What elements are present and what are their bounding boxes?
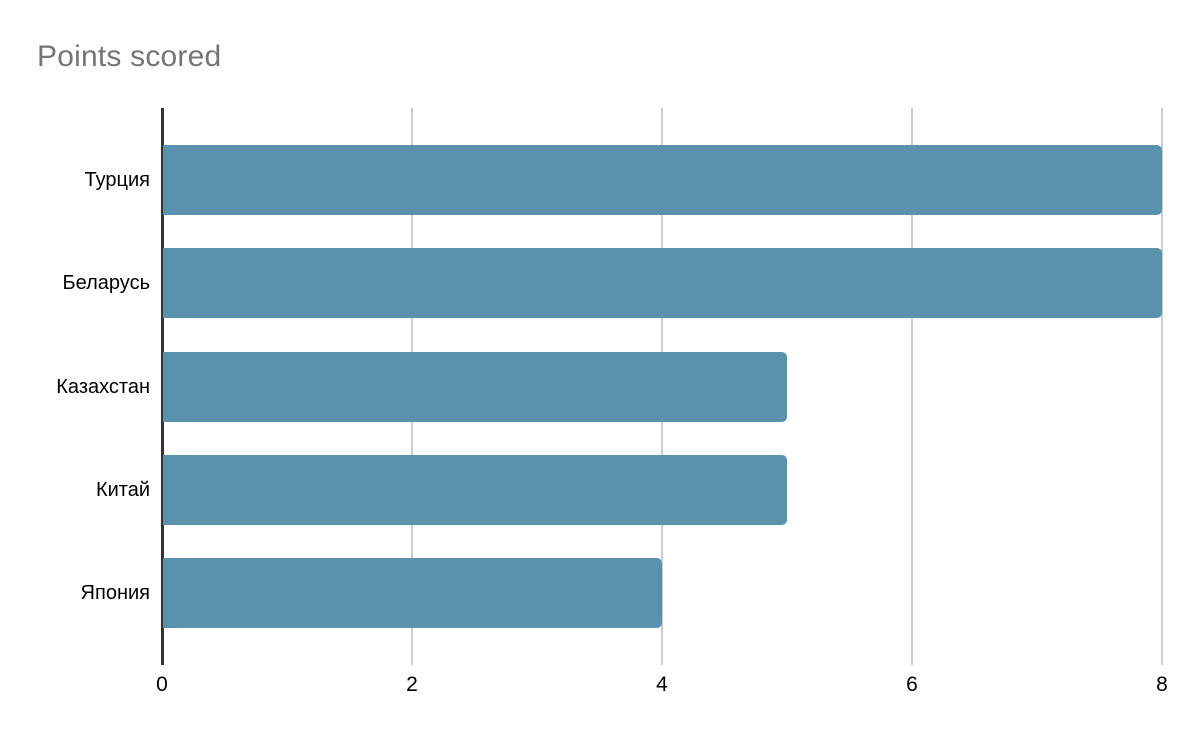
- bar-Казахстан: [163, 351, 787, 422]
- category-label: Казахстан: [56, 375, 150, 398]
- value-tick-label: 4: [656, 673, 668, 696]
- category-label: Беларусь: [62, 272, 150, 295]
- category-label: Япония: [80, 582, 150, 604]
- value-tick-label: 0: [156, 673, 168, 696]
- bar-Япония: [163, 558, 662, 628]
- value-axis-baseline: [161, 108, 164, 665]
- bar-Китай: [163, 454, 787, 525]
- value-tick-label: 8: [1156, 673, 1168, 696]
- chart-title: Points scored: [37, 40, 222, 73]
- value-tick-label: 2: [406, 673, 418, 696]
- plot-area: [161, 108, 1163, 665]
- category-label: Китай: [95, 478, 150, 501]
- gridline-x-6: [911, 108, 913, 665]
- bar-Турция: [163, 145, 1162, 215]
- value-tick-label: 6: [906, 673, 918, 696]
- category-label: Турция: [84, 169, 150, 191]
- bar-Беларусь: [163, 248, 1162, 319]
- gridline-x-8: [1161, 108, 1163, 665]
